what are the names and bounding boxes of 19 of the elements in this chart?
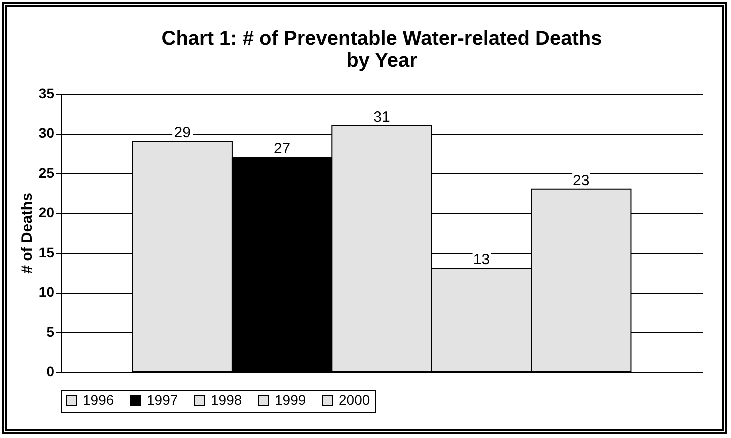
data-label: 31 [374,108,390,126]
chart-title: Chart 1: # of Preventable Water-related Deaths by Year [162,28,602,72]
y-tick-label: 5 [46,324,55,340]
y-tick-label: 25 [38,164,55,181]
legend-label: 1998 [211,392,242,408]
y-tick-label: 15 [38,244,55,260]
data-label: 13 [473,252,490,269]
y-tick-label: 35 [38,86,55,102]
data-label: 23 [573,172,590,190]
y-axis-title: # of Deaths [18,193,36,274]
y-tick-label: 20 [38,204,55,221]
legend-label: 1997 [147,392,178,408]
legend-label: 2000 [339,392,370,408]
legend-label: 1996 [83,392,114,408]
legend-label: 1999 [275,392,306,408]
y-tick-label: 0 [46,364,55,380]
y-tick-label: 30 [38,125,55,142]
data-label: 27 [274,140,291,158]
y-tick-label: 10 [38,284,55,300]
